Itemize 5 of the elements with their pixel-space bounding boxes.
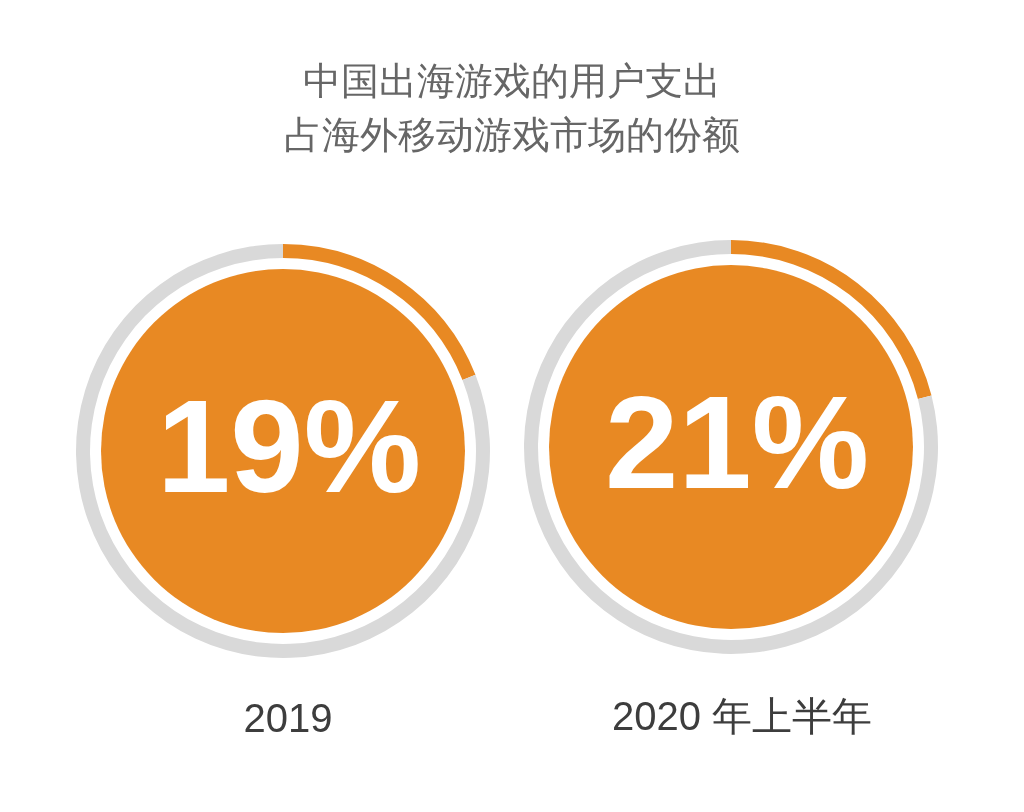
text: 2020 年上半年: [610, 693, 874, 740]
text: 中国出海游戏的用户支出占海外移动游戏市场的份额: [283, 58, 741, 159]
data-label: 21%: [604, 369, 870, 517]
text: 2019: [242, 695, 334, 742]
data-label: 19%: [156, 373, 422, 521]
